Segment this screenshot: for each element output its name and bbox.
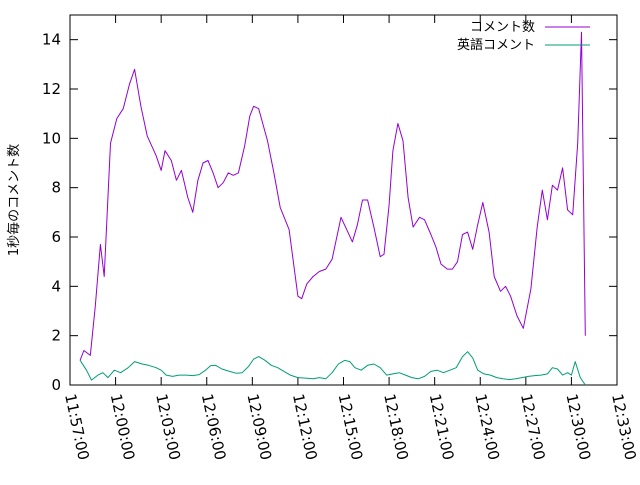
series-line-2 [79, 351, 586, 386]
legend-label-2: 英語コメント [457, 37, 535, 53]
series-line-1 [79, 31, 586, 361]
x-tick-label: 12:18:00 [380, 392, 412, 462]
y-tick-label: 4 [51, 277, 61, 295]
x-tick-label: 12:15:00 [335, 392, 367, 462]
x-tick-label: 12:09:00 [243, 392, 275, 462]
y-tick-label: 10 [42, 129, 61, 147]
x-tick-label: 12:24:00 [471, 392, 503, 462]
x-tick-label: 12:12:00 [289, 392, 321, 462]
x-tick-label: 12:30:00 [563, 392, 595, 462]
plot-frame [69, 14, 618, 386]
x-tick-label: 12:21:00 [426, 392, 458, 462]
x-tick-label: 12:27:00 [517, 392, 549, 462]
y-tick-label: 6 [51, 228, 61, 246]
x-tick-label: 12:33:00 [608, 392, 640, 462]
y-tick-label: 8 [51, 179, 61, 197]
legend-label-1: コメント数 [470, 20, 535, 35]
x-tick-label: 12:00:00 [107, 392, 139, 462]
x-tick-label: 12:03:00 [152, 392, 184, 462]
y-tick-label: 14 [42, 31, 61, 49]
y-tick-label: 0 [51, 376, 61, 394]
y-tick-label: 12 [42, 80, 61, 98]
y-axis-title: 1秒毎のコメント数 [6, 144, 22, 256]
y-tick-label: 2 [51, 327, 61, 345]
x-tick-label: 11:57:00 [61, 392, 93, 462]
x-tick-label: 12:06:00 [198, 392, 230, 462]
